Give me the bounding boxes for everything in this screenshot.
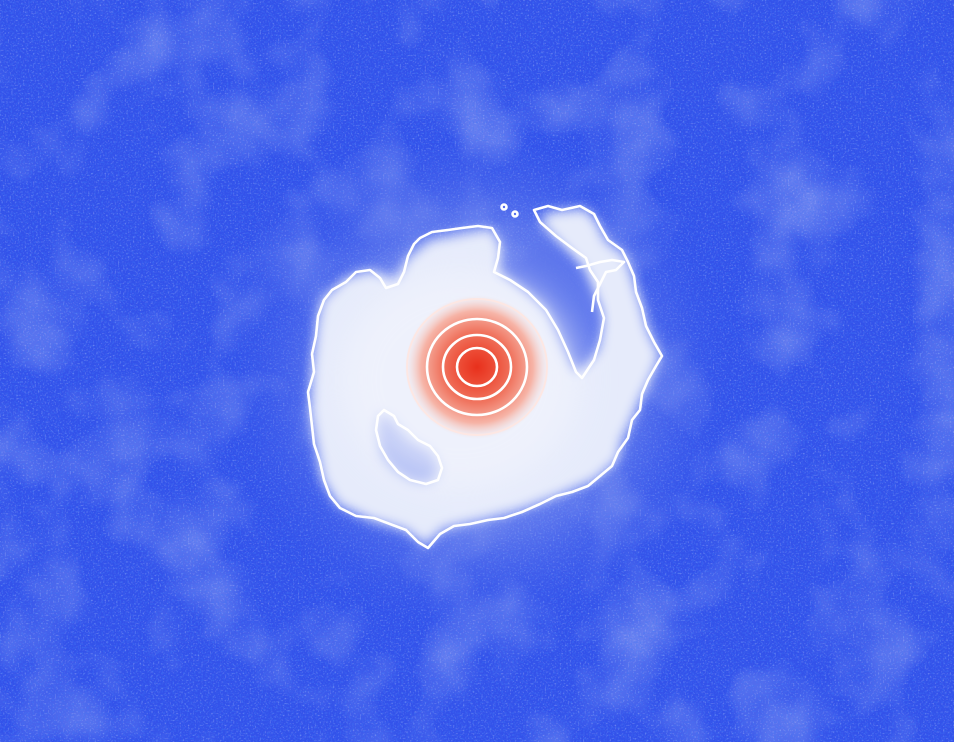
core-contour-ring-2 xyxy=(425,317,529,417)
inner-hole-contour xyxy=(374,408,444,486)
core-contour-ring-1 xyxy=(406,298,548,436)
cloud-gap-upper-right xyxy=(500,240,600,372)
upper-right-gap-contour xyxy=(575,258,626,313)
core-contour-ring-3 xyxy=(441,333,513,401)
contour-lines xyxy=(306,203,664,550)
speck-contour-2 xyxy=(511,210,519,218)
outer-contour xyxy=(306,204,664,550)
core-contour-ring-4 xyxy=(455,346,499,388)
speck-contour-1 xyxy=(500,203,508,211)
red-core xyxy=(403,293,551,441)
